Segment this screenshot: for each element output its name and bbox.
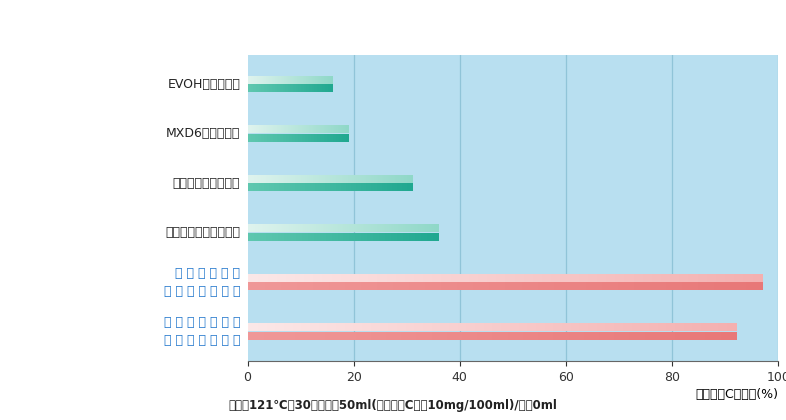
Text: アルミ箔積層フィルム: アルミ箔積層フィルム: [165, 226, 241, 239]
Text: シリカ蒸着フィルム: シリカ蒸着フィルム: [173, 177, 241, 190]
Text: EVOH系フィルム: EVOH系フィルム: [167, 78, 241, 91]
Text: 各種フィルムにおけるレトルト処理後のビタミンC残存率: 各種フィルムにおけるレトルト処理後のビタミンC残存率: [252, 13, 534, 31]
X-axis label: ビタミンC残存率(%): ビタミンC残存率(%): [695, 388, 778, 401]
Text: 樹 脂 バ リ ア 積 層
脱 酸 素 フ ィ ル ム: 樹 脂 バ リ ア 積 層 脱 酸 素 フ ィ ル ム: [163, 316, 241, 347]
Text: MXD6系フィルム: MXD6系フィルム: [166, 127, 241, 140]
Text: ア ル ミ 箔 積 層
脱 酸 素 フ ィ ル ム: ア ル ミ 箔 積 層 脱 酸 素 フ ィ ル ム: [163, 267, 241, 298]
Text: 条件：121℃ー30分　溶液50ml(ビタミンC濃度10mg/100ml)/空気0ml: 条件：121℃ー30分 溶液50ml(ビタミンC濃度10mg/100ml)/空気…: [229, 399, 557, 412]
